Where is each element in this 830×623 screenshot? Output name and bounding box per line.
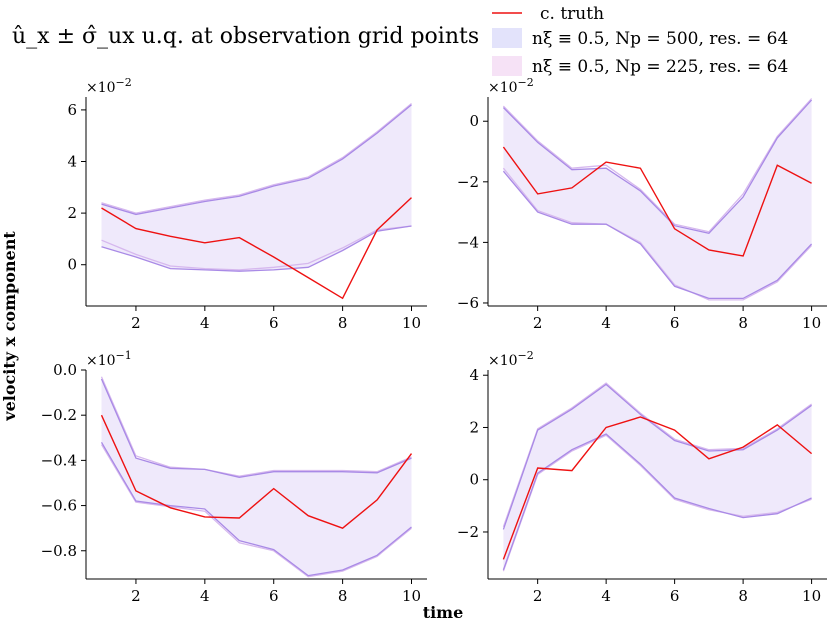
uq-band-np500 <box>503 100 812 299</box>
band-upper-np225 <box>502 382 812 528</box>
y-tick-label: 4 <box>469 366 479 384</box>
x-tick-label: 10 <box>802 314 821 332</box>
y-tick-label: 2 <box>67 204 77 222</box>
band-upper-np500 <box>502 99 813 235</box>
y-tick-label: 0 <box>67 256 77 274</box>
axis-multiplier: ×10−2 <box>86 76 132 96</box>
band-upper-np225 <box>101 102 412 214</box>
x-tick-label: 4 <box>200 314 210 332</box>
band-lower-np225 <box>502 434 812 572</box>
x-axis-label: time <box>423 603 464 622</box>
y-tick-label: 4 <box>67 153 77 171</box>
x-tick-label: 6 <box>269 314 279 332</box>
legend-patch-np500 <box>492 28 522 48</box>
y-tick-label: −2 <box>457 523 479 541</box>
band-lower-np500 <box>502 170 813 300</box>
x-tick-label: 10 <box>402 314 421 332</box>
x-tick-label: 8 <box>338 314 348 332</box>
x-tick-label: 4 <box>200 587 210 605</box>
y-tick-label: 6 <box>67 101 77 119</box>
band-lower-np500 <box>101 225 412 272</box>
y-tick-label: 0 <box>469 112 479 130</box>
y-tick-label: −0.4 <box>41 451 77 469</box>
y-tick-label: −4 <box>457 233 479 251</box>
x-tick-label: 4 <box>601 587 611 605</box>
x-tick-label: 2 <box>131 587 141 605</box>
x-tick-label: 6 <box>670 314 680 332</box>
truth-line <box>100 414 413 529</box>
uq-band-np500 <box>503 384 812 570</box>
band-upper-np225 <box>502 98 813 233</box>
x-tick-label: 10 <box>402 587 421 605</box>
legend-patch-np225 <box>492 56 522 76</box>
x-tick-label: 2 <box>533 587 543 605</box>
band-lower-np225 <box>502 167 813 301</box>
subplot-2: 2 4 6 8 10 −6 −4 −2 0 ×10−2 <box>457 76 827 332</box>
y-tick-label: 0.0 <box>53 361 77 379</box>
legend-label-truth: c. truth <box>540 4 604 24</box>
x-tick-label: 8 <box>338 587 348 605</box>
band-lower-np225 <box>100 444 412 578</box>
legend-label-np225: nξ ≡ 0.5, Np = 225, res. = 64 <box>532 57 788 77</box>
truth-line <box>502 146 812 257</box>
legend-label-np500: nξ ≡ 0.5, Np = 500, res. = 64 <box>532 29 788 49</box>
x-tick-label: 6 <box>670 587 680 605</box>
uq-band-np500 <box>101 104 412 272</box>
axis-multiplier: ×10−2 <box>488 76 534 96</box>
uq-band-np500 <box>101 379 412 576</box>
band-upper-np500 <box>502 383 812 530</box>
y-tick-label: −0.6 <box>41 497 77 515</box>
y-tick-label: −0.2 <box>41 406 77 424</box>
axis-multiplier: ×10−2 <box>488 349 534 369</box>
band-lower-np225 <box>101 225 412 271</box>
y-tick-label: 2 <box>469 418 479 436</box>
subplot-4: 2 4 6 8 10 −2 0 2 4 ×10−2 <box>457 349 827 605</box>
band-lower-np500 <box>502 433 812 571</box>
y-tick-label: 0 <box>469 471 479 489</box>
x-tick-label: 2 <box>131 314 141 332</box>
y-tick-label: −0.8 <box>41 542 77 560</box>
band-upper-np500 <box>100 378 412 478</box>
x-tick-label: 8 <box>738 314 748 332</box>
truth-line <box>101 197 412 300</box>
x-tick-label: 10 <box>802 587 821 605</box>
figure-title: û_x ± σ̂_ux u.q. at observation grid poi… <box>12 24 479 49</box>
subplot-3: 2 4 6 8 10 −0.8 −0.6 −0.4 −0.2 0.0 ×10−1 <box>41 349 427 605</box>
y-tick-label: −2 <box>457 173 479 191</box>
y-tick-label: −6 <box>457 294 479 312</box>
x-tick-label: 6 <box>269 587 279 605</box>
x-tick-label: 8 <box>738 587 748 605</box>
axis-multiplier: ×10−1 <box>86 349 132 369</box>
band-lower-np500 <box>100 441 412 577</box>
truth-line <box>502 416 813 560</box>
band-upper-np500 <box>101 104 412 216</box>
subplots: 2 4 6 8 10 0 2 4 6 ×10−2 2 4 6 8 10 −6 −4 −2 0 ×10−2 2 4 6 8 10 −… <box>41 76 827 605</box>
band-upper-np225 <box>100 376 412 477</box>
x-tick-label: 2 <box>533 314 543 332</box>
y-axis-label: velocity x component <box>0 231 19 422</box>
x-tick-label: 4 <box>601 314 611 332</box>
legend: c. truth nξ ≡ 0.5, Np = 500, res. = 64 n… <box>492 4 788 77</box>
subplot-1: 2 4 6 8 10 0 2 4 6 ×10−2 <box>67 76 427 332</box>
